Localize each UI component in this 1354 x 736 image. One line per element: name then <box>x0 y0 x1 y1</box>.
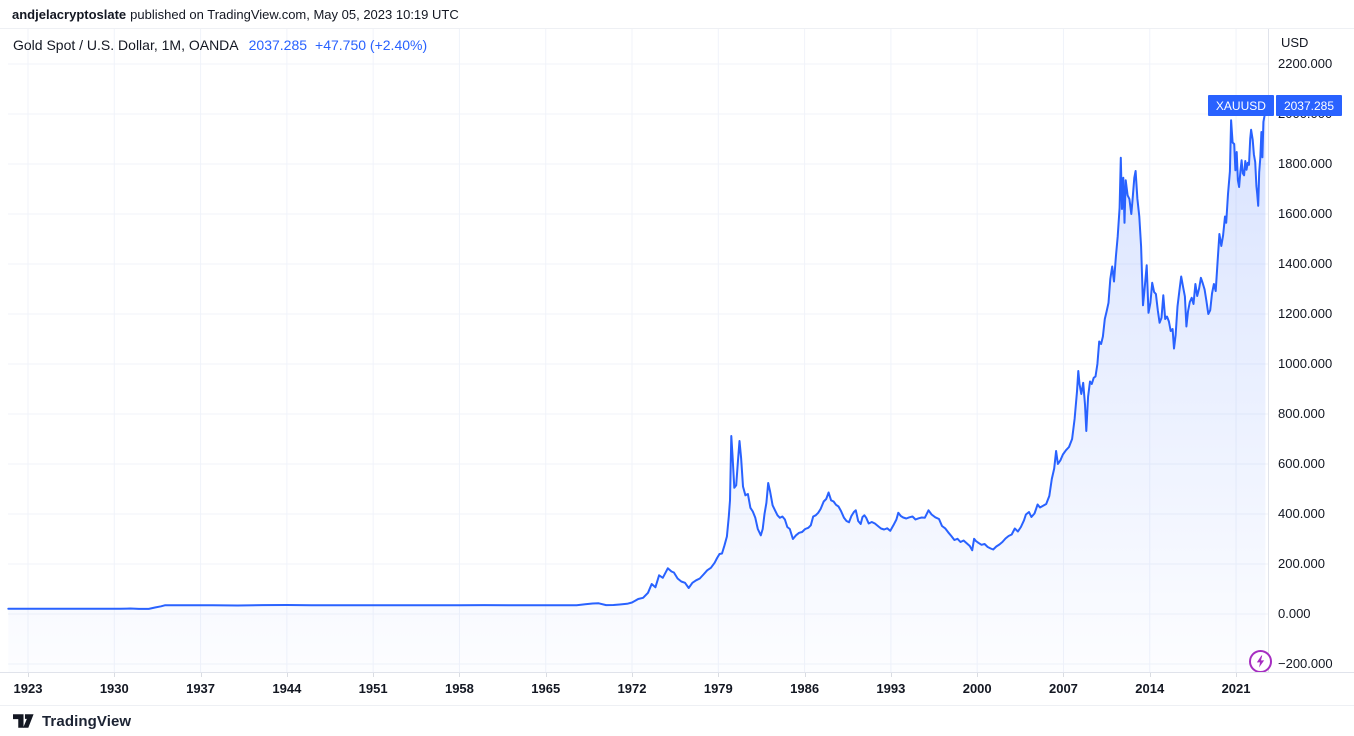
tradingview-logo-icon <box>13 714 34 728</box>
price-axis-label: 200.000 <box>1278 556 1325 571</box>
time-axis-label: 2014 <box>1135 681 1165 696</box>
price-axis-label: 1200.000 <box>1278 306 1333 321</box>
price-axis-label: 800.000 <box>1278 406 1325 421</box>
time-axis-tick <box>1149 673 1151 677</box>
time-axis-tick <box>977 673 979 677</box>
time-axis-tick <box>718 673 720 677</box>
chart-widget: Gold Spot / U.S. Dollar, 1M, OANDA 2037.… <box>0 28 1354 673</box>
price-axis-separator <box>1268 29 1269 672</box>
price-axis-label: 400.000 <box>1278 506 1325 521</box>
price-area-fill <box>8 104 1266 673</box>
symbol-title: Gold Spot / U.S. Dollar, 1M, OANDA <box>13 37 239 53</box>
price-axis-label: 2200.000 <box>1278 56 1333 71</box>
lightning-bolt-icon <box>1256 655 1265 668</box>
time-axis-tick <box>28 673 29 677</box>
time-axis-tick <box>890 673 892 677</box>
time-axis-label: 2007 <box>1048 681 1078 696</box>
price-pane[interactable] <box>0 29 1354 673</box>
time-axis-label: 1979 <box>703 681 733 696</box>
time-axis-label: 1972 <box>617 681 647 696</box>
flash-icon-button[interactable] <box>1249 650 1272 673</box>
price-axis-label: 1600.000 <box>1278 206 1333 221</box>
badge-price: 2037.285 <box>1275 95 1342 116</box>
time-axis-tick <box>459 673 461 677</box>
time-axis-tick <box>804 673 806 677</box>
price-axis-label: 0.000 <box>1278 606 1311 621</box>
last-price-badge: XAUUSD 2037.285 <box>1207 95 1342 116</box>
last-price: 2037.285 <box>248 37 308 53</box>
time-axis-tick <box>114 673 116 677</box>
time-axis-label: 1944 <box>272 681 302 696</box>
time-axis-tick <box>286 673 288 677</box>
snapshot-header: andjelacryptoslate published on TradingV… <box>0 0 1354 28</box>
time-axis-tick <box>1063 673 1065 677</box>
time-axis-label: 2000 <box>962 681 992 696</box>
price-axis-label: 600.000 <box>1278 456 1325 471</box>
chart-legend: Gold Spot / U.S. Dollar, 1M, OANDA 2037.… <box>13 37 427 53</box>
price-line-series <box>7 103 1267 610</box>
time-axis-label: 1951 <box>358 681 388 696</box>
time-axis[interactable]: 1923 1930 1937 1944 1951 1958 1965 1972 1979 1986… <box>0 672 1354 705</box>
time-axis-tick <box>632 673 634 677</box>
time-axis-label: 1930 <box>99 681 129 696</box>
price-axis-label: 1400.000 <box>1278 256 1333 271</box>
time-axis-tick <box>1236 673 1238 677</box>
time-axis-label: 1937 <box>186 681 216 696</box>
time-axis-label: 1993 <box>876 681 906 696</box>
price-axis-label: 1000.000 <box>1278 356 1333 371</box>
time-axis-tick <box>545 673 547 677</box>
time-axis-tick <box>373 673 375 677</box>
brand-name: TradingView <box>42 712 132 730</box>
time-axis-label: 1986 <box>790 681 820 696</box>
price-axis-label: 1800.000 <box>1278 156 1333 171</box>
badge-symbol: XAUUSD <box>1207 95 1274 116</box>
published-text: published on TradingView.com, May 05, 20… <box>130 6 459 22</box>
price-axis-label: −200.000 <box>1278 656 1333 671</box>
time-axis-label: 1923 <box>13 681 43 696</box>
time-axis-label: 1958 <box>444 681 474 696</box>
currency-axis-label: USD <box>1281 35 1309 50</box>
time-axis-label: 2021 <box>1221 681 1251 696</box>
price-change: +47.750 (+2.40%) <box>315 37 428 53</box>
time-axis-tick <box>200 673 202 677</box>
publisher-name: andjelacryptoslate <box>12 6 127 22</box>
snapshot-footer: TradingView <box>0 705 1354 736</box>
time-axis-label: 1965 <box>531 681 561 696</box>
